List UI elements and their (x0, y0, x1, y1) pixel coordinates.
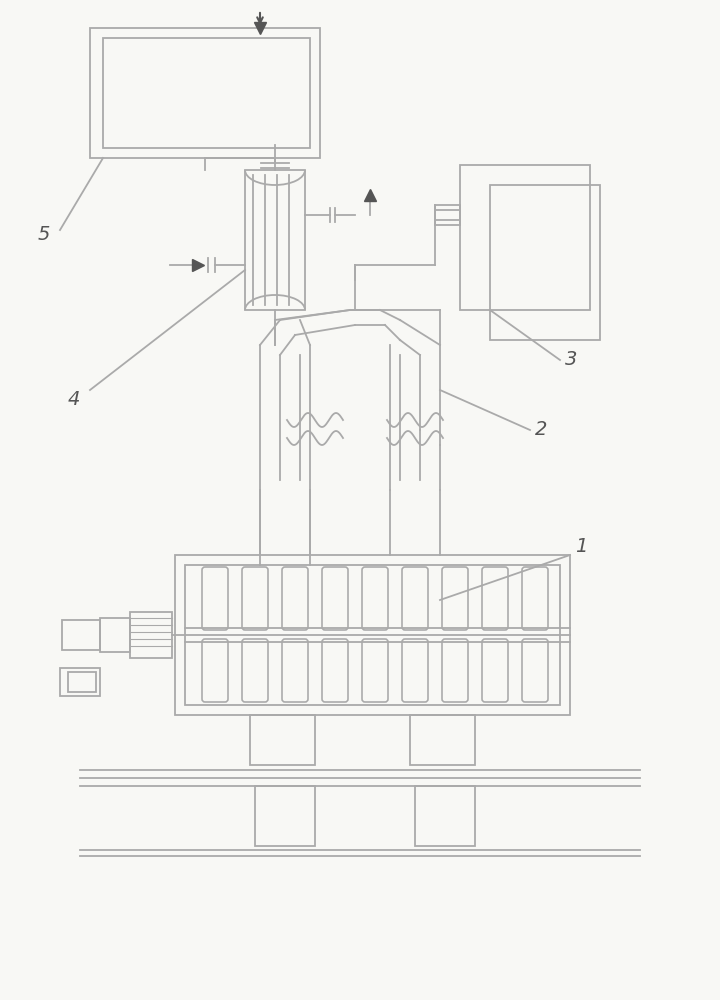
Bar (60, 668, 100, 696)
Bar (100, 618, 130, 652)
Text: 4: 4 (68, 390, 81, 409)
Bar (185, 565, 560, 705)
Bar (460, 165, 590, 310)
Bar (90, 28, 320, 158)
Bar (68, 672, 96, 692)
Bar (250, 715, 315, 765)
Bar (490, 185, 600, 340)
Bar (435, 205, 460, 225)
Bar (410, 715, 475, 765)
Text: 2: 2 (535, 420, 547, 439)
Bar (175, 555, 570, 715)
Text: 1: 1 (575, 537, 588, 556)
Bar (415, 786, 475, 846)
Bar (245, 170, 305, 310)
Bar (62, 620, 100, 650)
Text: 3: 3 (565, 350, 577, 369)
Text: 5: 5 (38, 225, 50, 244)
Bar (255, 786, 315, 846)
Bar (130, 612, 172, 658)
Bar (103, 38, 310, 148)
